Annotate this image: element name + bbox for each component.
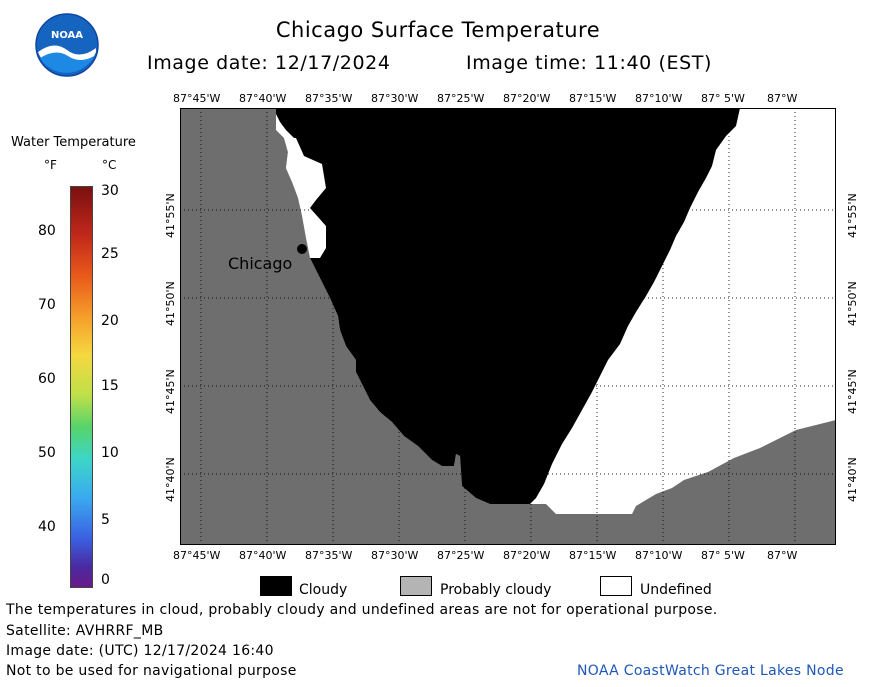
longitude-label-top: 87°10'W [635,92,683,105]
colorbar-c-tick: 20 [101,313,119,329]
colorbar-c-tick: 30 [101,183,119,199]
legend-cloudy-swatch [260,576,292,596]
map-coast-gap [284,138,326,258]
longitude-label-top: 87°15'W [569,92,617,105]
colorbar-f-tick: 40 [38,519,56,535]
longitude-label-bottom: 87°35'W [305,549,353,562]
latitude-label-right: 41°45'N [846,369,859,414]
longitude-label-bottom: 87°25'W [437,549,485,562]
latitude-label-left: 41°40'N [164,457,177,502]
map-cloudy-area [276,108,740,504]
colorbar-c-tick: 0 [101,572,110,588]
longitude-label-bottom: 87°30'W [371,549,419,562]
colorbar [70,186,93,588]
latitude-label-right: 41°50'N [846,281,859,326]
colorbar-f-tick: 80 [38,223,56,239]
longitude-label-top: 87°25'W [437,92,485,105]
longitude-label-top: 87°45'W [173,92,221,105]
legend-probably-cloudy-swatch [400,576,432,596]
colorbar-f-tick: 50 [38,445,56,461]
map-land [180,108,836,545]
legend-probably-cloudy-label: Probably cloudy [440,582,552,598]
longitude-label-top: 87°35'W [305,92,353,105]
map-graticule [180,108,836,545]
image-time: Image time: 11:40 (EST) [466,52,713,74]
chicago-marker [297,244,307,254]
disclaimer-text: The temperatures in cloud, probably clou… [6,602,718,618]
noaa-logo-text: NOAA [51,30,83,41]
page-title: Chicago Surface Temperature [275,18,601,42]
colorbar-c-tick: 25 [101,246,119,262]
longitude-label-bottom: 87°W [767,549,798,562]
longitude-label-bottom: 87°20'W [503,549,551,562]
longitude-label-bottom: 87°45'W [173,549,221,562]
longitude-label-top: 87°40'W [239,92,287,105]
longitude-label-top: 87°30'W [371,92,419,105]
colorbar-f-tick: 60 [38,371,56,387]
colorbar-title: Water Temperature [11,135,136,150]
latitude-label-left: 41°50'N [164,281,177,326]
satellite-text: Satellite: AVHRRF_MB [6,623,164,639]
latitude-label-left: 41°55'N [164,193,177,238]
colorbar-f-tick: 70 [38,297,56,313]
image-date: Image date: 12/17/2024 [147,52,391,74]
chicago-label: Chicago [228,254,292,273]
latitude-label-right: 41°55'N [846,193,859,238]
longitude-label-bottom: 87°10'W [635,549,683,562]
latitude-label-left: 41°45'N [164,369,177,414]
legend-undefined-label: Undefined [640,582,712,598]
longitude-label-bottom: 87°15'W [569,549,617,562]
utc-date-text: Image date: (UTC) 12/17/2024 16:40 [6,643,274,659]
legend-cloudy-label: Cloudy [299,582,348,598]
noaa-logo: NOAA [34,12,100,78]
map: Chicago [180,108,836,545]
longitude-label-top: 87°W [767,92,798,105]
colorbar-c-tick: 10 [101,445,119,461]
colorbar-c-tick: 15 [101,378,119,394]
colorbar-c-tick: 5 [101,512,110,528]
longitude-label-bottom: 87° 5'W [701,549,745,562]
navigation-warning: Not to be used for navigational purpose [6,663,297,679]
latitude-label-right: 41°40'N [846,457,859,502]
colorbar-unit-c: °C [102,158,117,172]
longitude-label-top: 87° 5'W [701,92,745,105]
longitude-label-top: 87°20'W [503,92,551,105]
longitude-label-bottom: 87°40'W [239,549,287,562]
colorbar-unit-f: °F [44,158,57,172]
legend-undefined-swatch [600,576,632,596]
node-credit: NOAA CoastWatch Great Lakes Node [577,663,844,679]
